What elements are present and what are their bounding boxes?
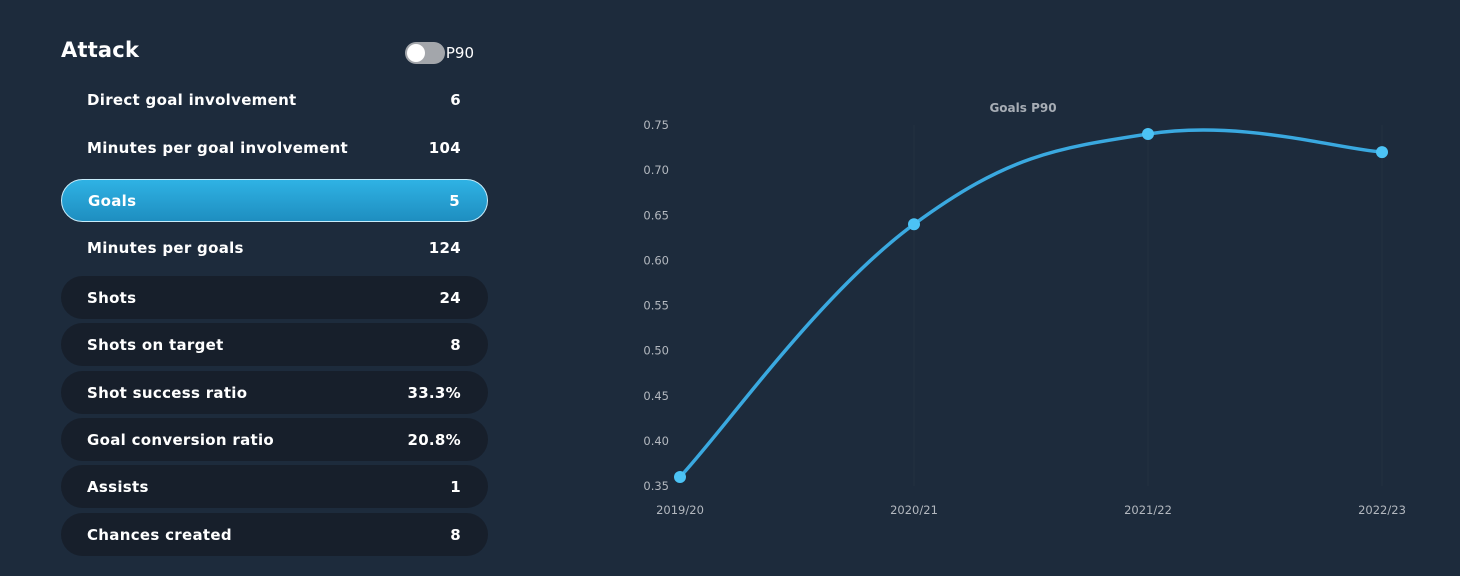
panel-title: Attack [61,38,140,62]
stat-label: Minutes per goal involvement [87,138,349,157]
stat-label: Assists [87,477,149,496]
data-point[interactable] [1376,146,1388,159]
stat-row[interactable]: Minutes per goals 124 [61,226,488,269]
chart-title: Goals P90 [989,101,1056,115]
panel-header: Attack P90 [61,30,488,78]
stat-row[interactable]: Goal conversion ratio 20.8% [61,418,488,461]
stat-label: Shot success ratio [87,383,248,402]
p90-toggle-group[interactable]: P90 [404,42,474,64]
p90-toggle[interactable] [404,42,445,64]
stat-row[interactable]: Shot success ratio 33.3% [61,371,488,414]
p90-toggle-label: P90 [445,44,474,62]
toggle-knob [406,44,425,62]
y-tick-label: 0.40 [643,434,669,448]
line-chart-svg: Goals P90 0.75 0.70 0.65 0.60 0.55 0.50 0.45 0.4… [643,101,1406,517]
series-line [678,128,1384,479]
x-tick-label: 2020/21 [890,503,938,517]
stat-label: Minutes per goals [87,238,244,257]
goals-p90-chart: Goals P90 0.75 0.70 0.65 0.60 0.55 0.50 0.45 0.4… [600,90,1430,530]
stat-value: 24 [439,288,461,307]
stat-row[interactable]: Assists 1 [61,465,488,508]
x-tick-label: 2021/22 [1124,503,1172,517]
stat-value: 20.8% [407,430,461,449]
stat-row[interactable]: Shots 24 [61,276,488,319]
stat-row[interactable]: Goals 5 [61,179,488,222]
y-tick-label: 0.65 [643,208,669,222]
y-tick-label: 0.45 [643,389,669,403]
stat-value: 104 [428,138,461,157]
x-tick-label: 2022/23 [1358,503,1406,517]
stat-value: 33.3% [407,383,461,402]
x-tick-label: 2019/20 [656,503,704,517]
y-tick-label: 0.75 [643,118,669,132]
stat-row[interactable]: Shots on target 8 [61,323,488,366]
y-tick-label: 0.35 [643,479,669,493]
stat-value: 124 [428,238,461,257]
stat-row[interactable]: Chances created 8 [61,513,488,556]
attack-panel: Attack P90 Direct goal involvement 6 Minut… [61,30,488,556]
y-tick-label: 0.60 [643,253,669,267]
stat-label: Shots [87,288,137,307]
y-tick-label: 0.70 [643,163,669,177]
stat-label: Direct goal involvement [87,90,297,109]
stat-value: 8 [450,525,461,544]
stat-row[interactable]: Minutes per goal involvement 104 [61,126,488,169]
stat-label: Goals [88,191,137,210]
stat-value: 5 [449,191,460,210]
y-tick-label: 0.50 [643,344,669,358]
stat-value: 8 [450,335,461,354]
stat-label: Chances created [87,525,232,544]
data-point[interactable] [674,470,686,483]
stat-value: 1 [450,477,461,496]
data-point[interactable] [908,218,920,231]
stat-value: 6 [450,90,461,109]
stat-label: Goal conversion ratio [87,430,275,449]
data-point[interactable] [1142,128,1154,141]
y-tick-label: 0.55 [643,299,669,313]
stat-label: Shots on target [87,335,224,354]
stat-row[interactable]: Direct goal involvement 6 [61,78,488,121]
